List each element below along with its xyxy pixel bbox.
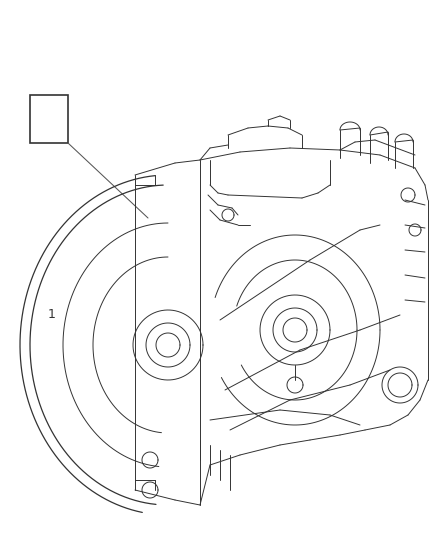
Text: 1: 1 bbox=[48, 308, 56, 321]
Bar bbox=[30, 95, 68, 143]
